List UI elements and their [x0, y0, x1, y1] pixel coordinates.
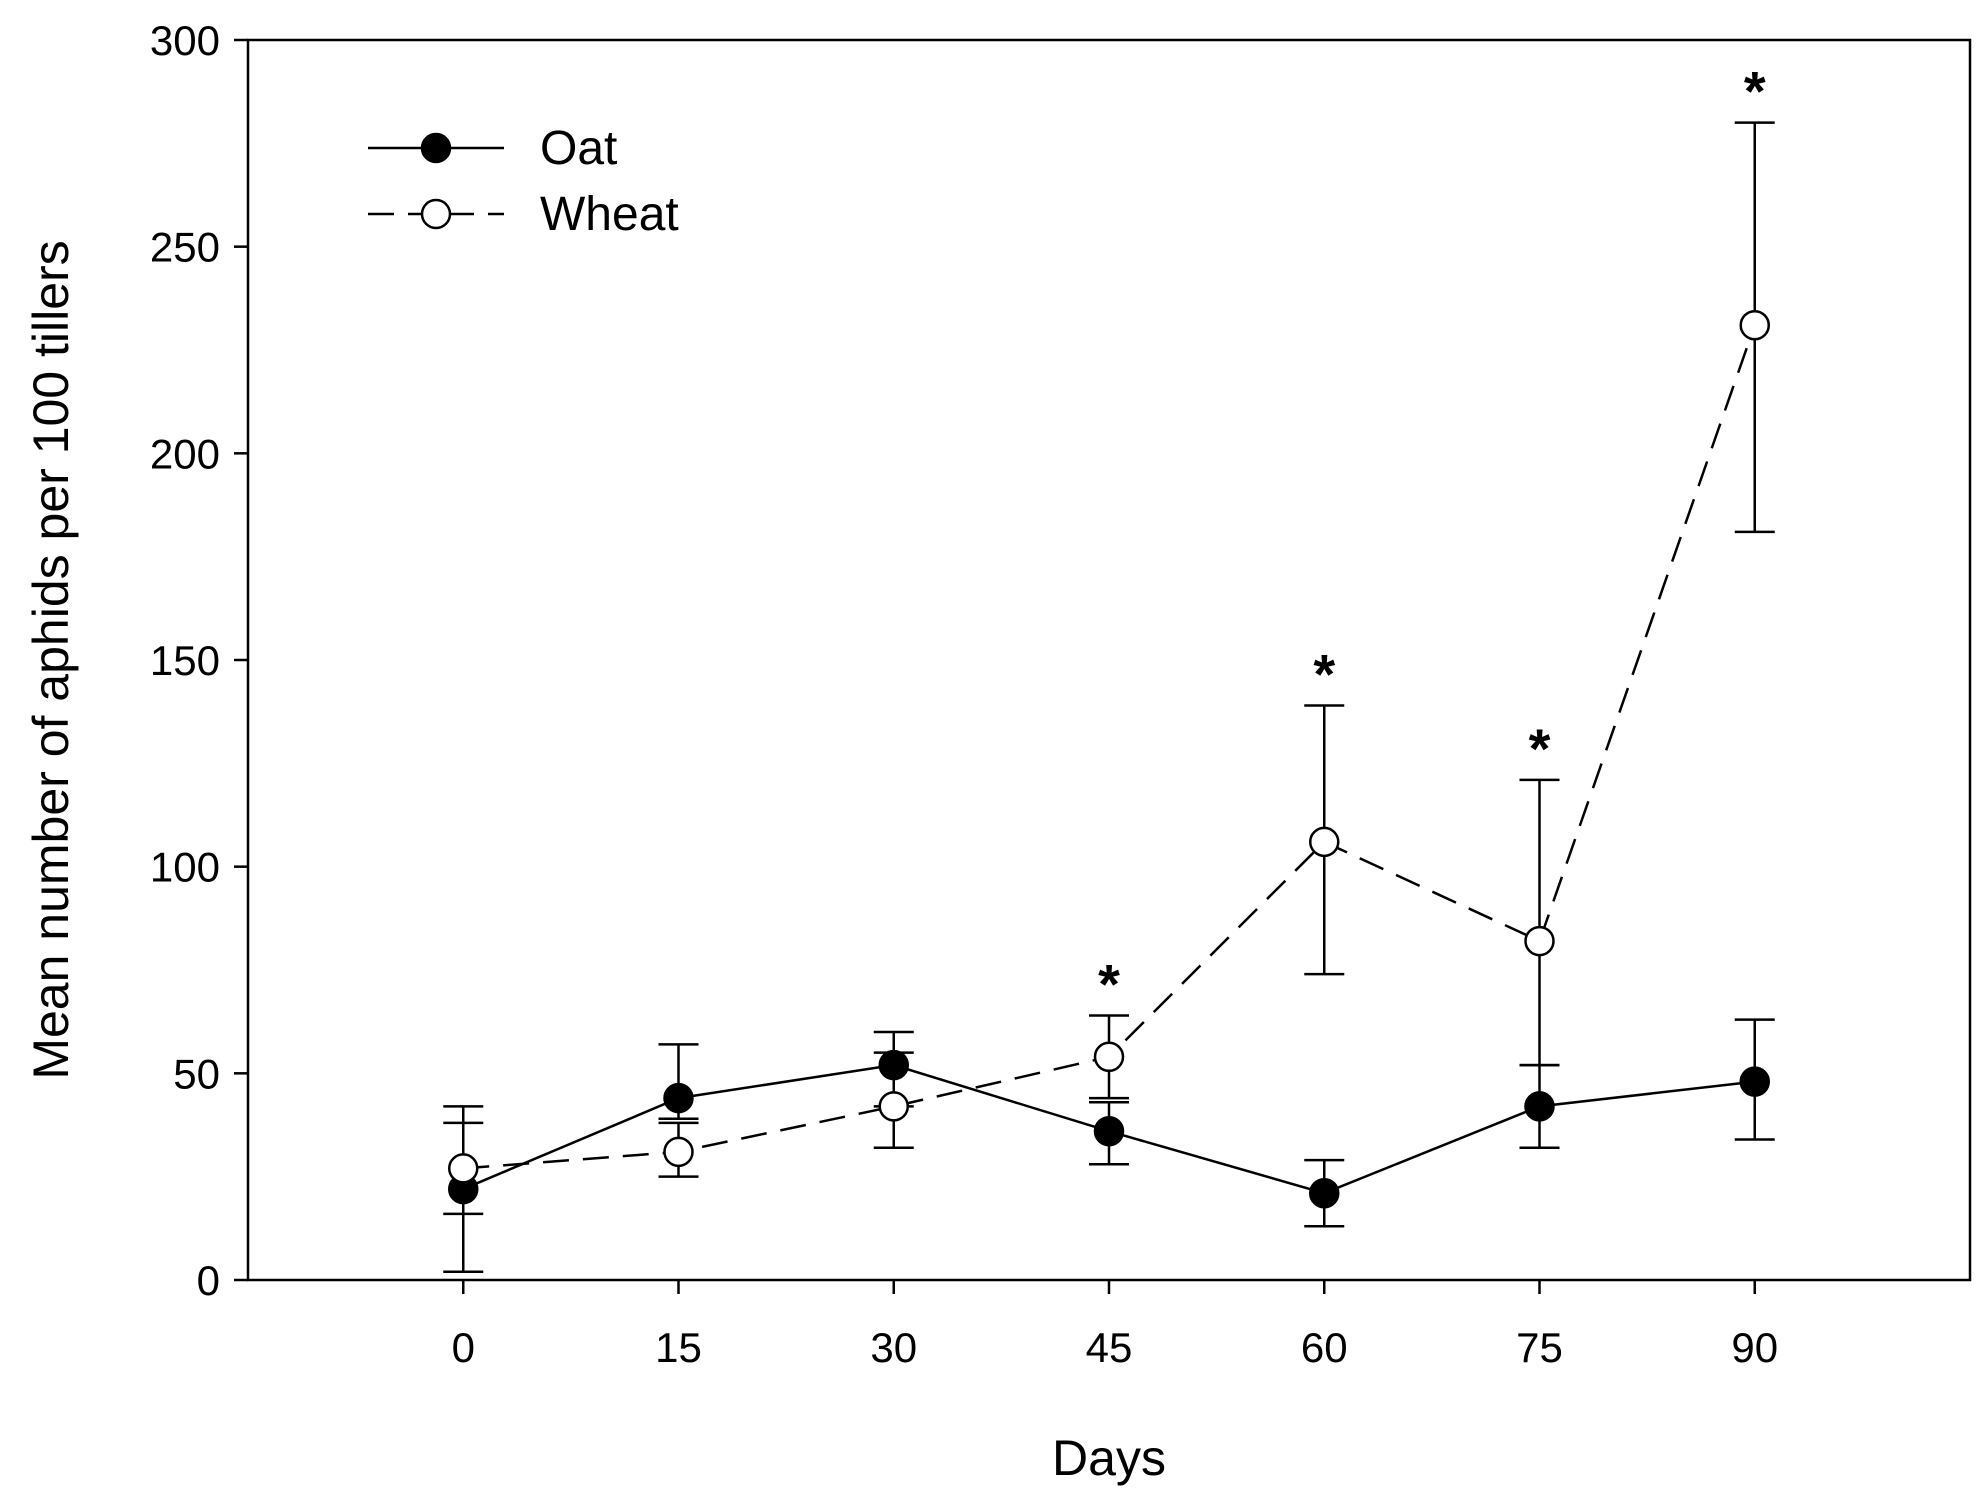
- wheat-data-point: [878, 1091, 909, 1122]
- x-tick-label: 45: [1086, 1324, 1133, 1371]
- y-tick-label: 150: [150, 637, 220, 684]
- y-tick-label: 300: [150, 17, 220, 64]
- y-tick-label: 250: [150, 224, 220, 271]
- oat-data-point: [878, 1049, 909, 1081]
- oat-data-point: [1524, 1091, 1555, 1122]
- legend: Oat Wheat: [368, 122, 679, 241]
- significance-marker: *: [1313, 642, 1335, 705]
- y-tick-label: 50: [173, 1050, 220, 1097]
- wheat-data-point: [1524, 925, 1555, 957]
- wheat-data-point: [1309, 826, 1340, 858]
- y-tick-label: 100: [150, 844, 220, 891]
- oat-data-point: [663, 1082, 694, 1114]
- legend-wheat-marker: [420, 198, 452, 230]
- x-tick-label: 30: [870, 1324, 917, 1371]
- x-tick-label: 75: [1516, 1324, 1563, 1371]
- significance-marker: *: [1744, 60, 1766, 123]
- oat-data-point: [1739, 1066, 1770, 1097]
- wheat-data-point: [663, 1136, 694, 1168]
- y-tick-label: 0: [197, 1257, 220, 1304]
- oat-data-point: [1093, 1115, 1125, 1147]
- x-tick-label: 90: [1731, 1324, 1778, 1371]
- significance-marker: *: [1529, 717, 1551, 780]
- oat-data-point: [1309, 1177, 1340, 1209]
- wheat-data-point: [448, 1153, 479, 1184]
- y-axis-label: Mean number of aphids per 100 tillers: [23, 240, 79, 1079]
- legend-oat-label: Oat: [540, 122, 617, 175]
- wheat-data-point: [1739, 309, 1770, 341]
- x-tick-label: 60: [1301, 1324, 1348, 1371]
- x-axis-label: Days: [1052, 1430, 1166, 1486]
- legend-wheat-label: Wheat: [540, 188, 679, 241]
- wheat-data-point: [1093, 1041, 1125, 1073]
- y-tick-label: 200: [150, 430, 220, 477]
- significance-marker: *: [1098, 952, 1120, 1015]
- x-tick-label: 0: [452, 1324, 475, 1371]
- x-tick-label: 15: [655, 1324, 702, 1371]
- legend-oat-marker: [420, 132, 452, 164]
